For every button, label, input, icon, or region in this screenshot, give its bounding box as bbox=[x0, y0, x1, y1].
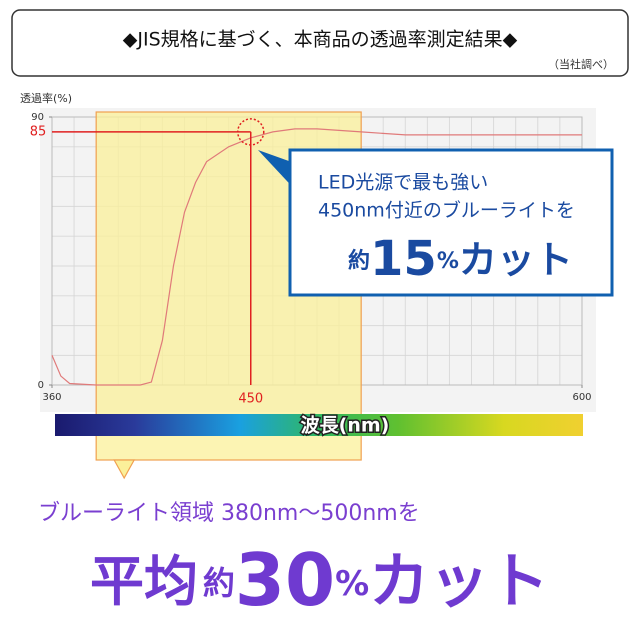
footer-number: 30 bbox=[235, 538, 335, 622]
callout-line: 450nm付近のブルーライトを bbox=[318, 199, 575, 222]
y-axis-label: 透過率(%) bbox=[20, 91, 72, 105]
x-tick-label: 360 bbox=[42, 392, 61, 403]
footer-prefix: 約 bbox=[203, 564, 235, 602]
band-pointer bbox=[113, 459, 136, 480]
marker-circle bbox=[237, 118, 265, 146]
marker-y-label: 85 bbox=[30, 124, 47, 139]
callout-emphasis: 約15%カット bbox=[348, 231, 573, 287]
footer-suffix: カット bbox=[369, 547, 549, 617]
spectrum-bar bbox=[55, 414, 583, 436]
header-title: ◆JIS規格に基づく、本商品の透過率測定結果◆ bbox=[123, 29, 518, 51]
header-note: （当社調べ） bbox=[548, 57, 614, 71]
footer-unit: % bbox=[335, 564, 369, 604]
footer-line: ブルーライト領域 380nm～500nmを bbox=[38, 501, 420, 526]
callout-suffix: カット bbox=[459, 238, 573, 282]
callout-unit: % bbox=[437, 249, 459, 274]
x-axis-label: 波長(nm) bbox=[301, 414, 390, 437]
y-tick-label: 0 bbox=[38, 380, 44, 391]
footer-lead: 平均 bbox=[90, 550, 198, 613]
y-tick-label: 90 bbox=[31, 112, 44, 123]
footer-emphasis: 平均 約30%カット bbox=[90, 538, 549, 622]
callout-box bbox=[288, 148, 614, 297]
series-line bbox=[51, 128, 582, 386]
callout-number: 15 bbox=[370, 231, 437, 287]
x-tick-label: 600 bbox=[572, 392, 591, 403]
marker-x-label: 450 bbox=[238, 392, 263, 407]
header-box bbox=[11, 9, 629, 77]
callout-prefix: 約 bbox=[348, 248, 370, 274]
callout-line: LED光源で最も強い bbox=[318, 172, 488, 194]
